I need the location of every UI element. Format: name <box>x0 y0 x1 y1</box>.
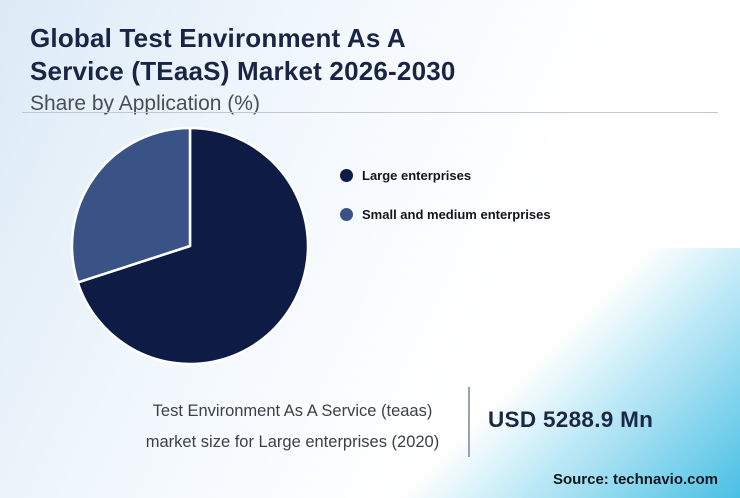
chart-subtitle: Share by Application (%) <box>30 92 260 115</box>
pie-slice-1 <box>70 126 192 284</box>
header: Global Test Environment As A Service (TE… <box>0 0 740 118</box>
legend-label: Large enterprises <box>362 168 472 183</box>
pie-slice-0 <box>76 126 310 366</box>
legend-dot-icon <box>340 169 353 182</box>
source-credit: Source: technavio.com <box>552 471 718 488</box>
stat-description: Test Environment As A Service (teaas) ma… <box>120 396 465 458</box>
pie-chart <box>68 124 312 368</box>
stat-description-line2: market size for Large enterprises (2020) <box>145 433 440 451</box>
chart-title-line2: Service (TEaaS) Market 2026-2030 <box>30 56 456 86</box>
corner-accent-decoration <box>400 248 740 498</box>
stat-divider <box>468 387 470 457</box>
chart-title-line1: Global Test Environment As A <box>30 23 406 53</box>
pie-chart-svg <box>70 126 310 366</box>
stat-value: USD 5288.9 Mn <box>488 407 654 432</box>
legend-label: Small and medium enterprises <box>362 207 551 222</box>
legend-item-small-medium-enterprises: Small and medium enterprises <box>340 207 551 222</box>
legend-dot-icon <box>340 208 353 221</box>
chart-title: Global Test Environment As A Service (TE… <box>30 22 710 88</box>
stat-description-line1: Test Environment As A Service (teaas) <box>152 402 433 420</box>
chart-legend: Large enterprises Small and medium enter… <box>340 168 551 246</box>
title-divider <box>22 112 718 113</box>
legend-item-large-enterprises: Large enterprises <box>340 168 551 183</box>
